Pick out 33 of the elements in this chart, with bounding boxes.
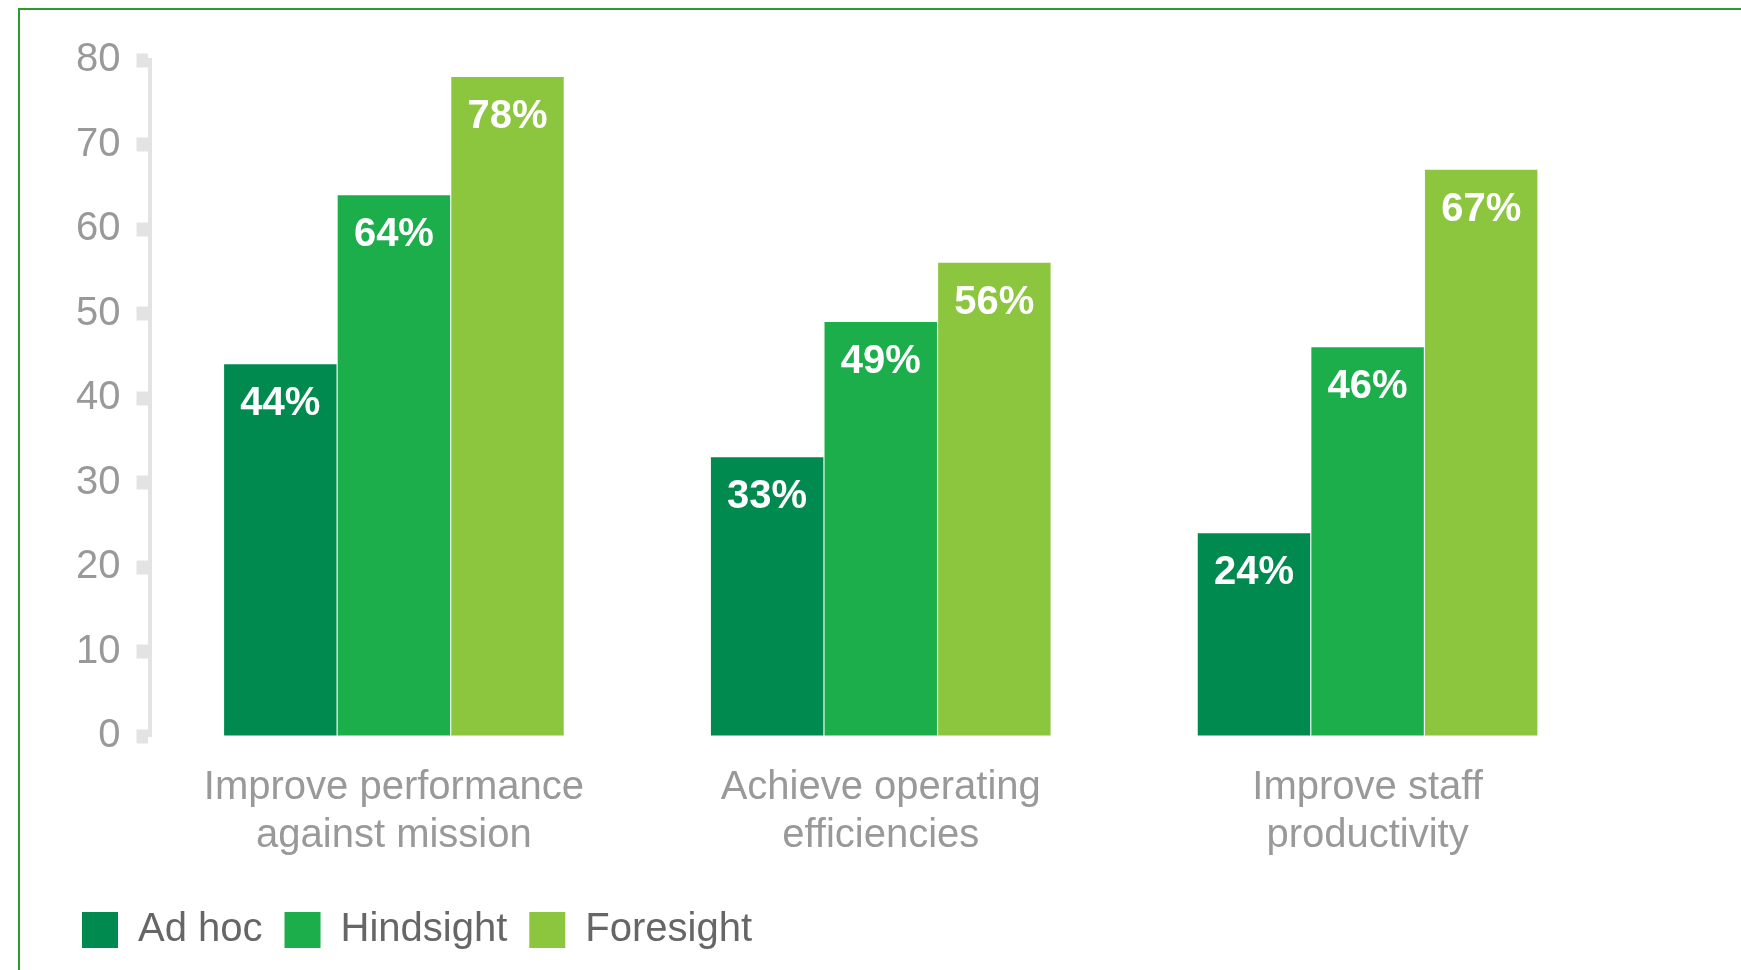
bar [1424,169,1538,736]
x-tick-label: Improve performance against mission [203,763,584,856]
data-label: 24% [1213,548,1295,593]
y-tick-label: 60 [75,204,121,249]
bar [1197,533,1311,736]
data-label: 78% [467,91,548,136]
data-label: 67% [1441,184,1522,229]
y-tick-label: 50 [75,288,121,333]
data-label: 33% [727,472,808,517]
y-tick-label: 30 [75,457,121,502]
y-tick-label: 40 [75,373,121,418]
x-tick-label: Achieve operating efficiencies [720,763,1041,856]
legend-label: Foresight [585,905,753,950]
legend-label: Hindsight [340,905,508,950]
bar [451,76,564,736]
y-tick-label: 20 [75,542,121,587]
data-label: 49% [840,336,921,381]
bar [710,457,824,736]
data-label: 44% [240,379,321,424]
data-label: 46% [1327,362,1408,407]
y-tick-label: 80 [75,35,121,80]
y-tick-label: 10 [75,626,121,671]
data-label: 64% [353,210,434,255]
y-tick-label: 0 [98,711,121,756]
legend-label: Ad hoc [138,905,263,950]
bar [938,262,1051,736]
y-tick-label: 70 [75,119,121,164]
bar [224,364,337,736]
data-label: 56% [954,277,1035,322]
bar [824,321,937,736]
bar [1311,347,1424,736]
bar [337,195,451,736]
x-tick-label: Improve staff productivity [1252,763,1484,856]
